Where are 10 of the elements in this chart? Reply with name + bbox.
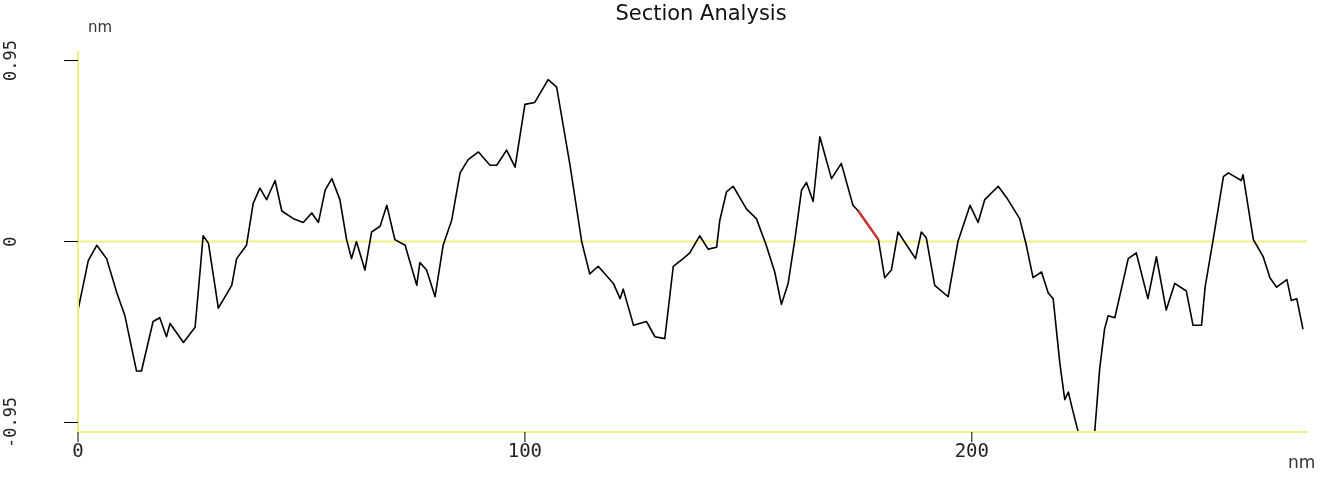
line-series (78, 78, 1304, 432)
y-axis-title: nm (88, 18, 113, 36)
y-tick-label: -0.95 (0, 396, 20, 449)
chart-title: Section Analysis (615, 1, 787, 25)
x-axis-title: nm (1288, 452, 1316, 472)
x-tick-label: 0 (72, 439, 84, 462)
y-tick-label: 0.95 (0, 40, 20, 81)
y-tick-label: 0 (0, 236, 20, 247)
x-tick-label: 200 (954, 439, 989, 462)
x-tick-label: 100 (507, 439, 543, 462)
